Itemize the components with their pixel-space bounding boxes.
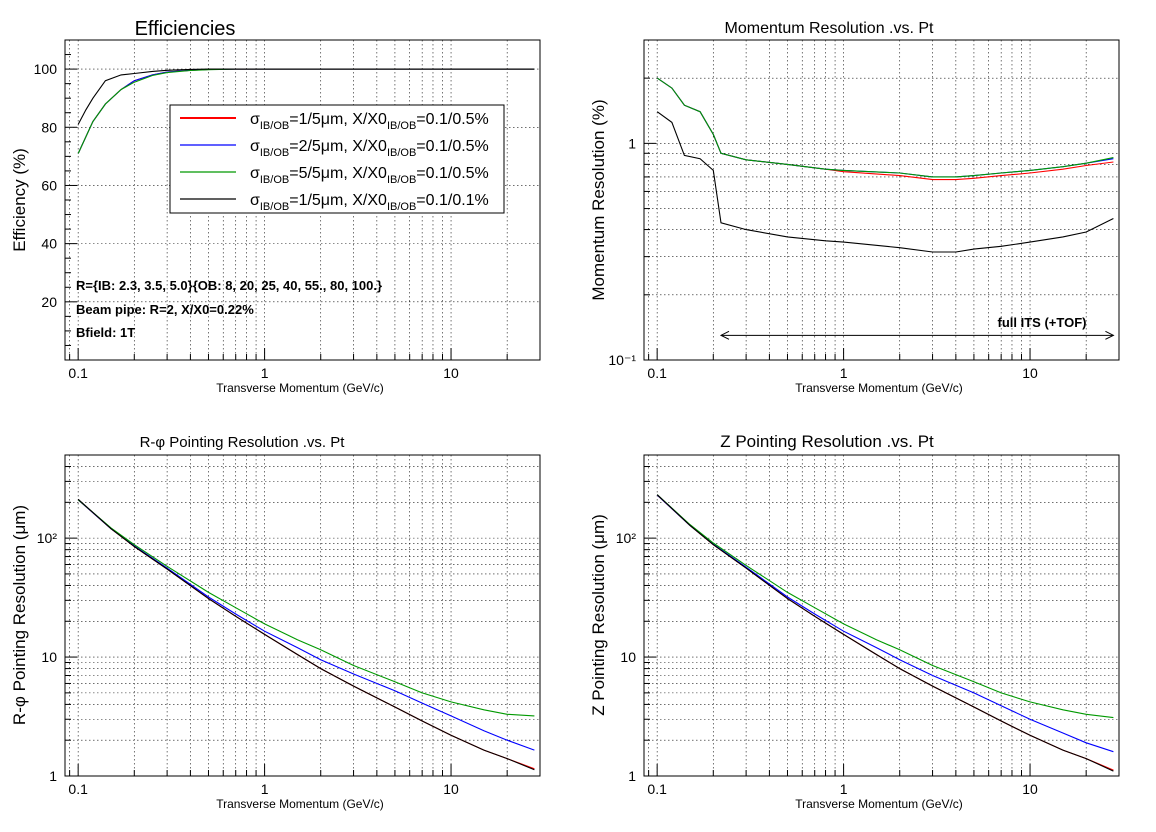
ylabel-rphi-pointing: R-φ Pointing Resolution (μm): [10, 505, 29, 725]
series-line-green: [656, 77, 1114, 178]
y-tick-label: 80: [41, 119, 57, 135]
plot-frame: [64, 39, 541, 361]
y-tick-label: 1: [628, 135, 636, 151]
x-tick-label: 1: [261, 365, 269, 381]
range-arrow-right-head: [1105, 330, 1115, 340]
ylabel-z-pointing: Z Pointing Resolution (μm): [589, 514, 608, 716]
y-tick-label: 60: [41, 177, 57, 193]
annotation-radii: R={IB: 2.3, 3.5, 5.0}{OB: 8, 20, 25, 40,…: [76, 278, 382, 293]
annotation-full-its: full ITS (+TOF): [998, 315, 1087, 330]
plot-frame: [64, 454, 541, 777]
legend: σIB/OB=1/5μm, X/X0IB/OB=0.1/0.5% σIB/OB=…: [169, 104, 505, 214]
y-tick-label: 100: [34, 61, 58, 77]
y-tick-label: 20: [41, 294, 57, 310]
series-line-blue: [656, 77, 1114, 178]
plot-frame: [643, 454, 1120, 777]
panel-momentum-resolution: Momentum Resolution .vs. Pt Momentum Res…: [589, 20, 1120, 395]
series-line-black: [77, 498, 535, 771]
annotation-bfield: Bfield: 1T: [76, 325, 135, 340]
panel-rphi-pointing: R-φ Pointing Resolution .vs. Pt R-φ Poin…: [10, 434, 541, 811]
x-tick-label: 10: [1022, 781, 1038, 797]
title-momentum-resolution: Momentum Resolution .vs. Pt: [725, 20, 935, 37]
series-line-red: [77, 499, 535, 770]
series-line-black: [77, 68, 535, 125]
x-tick-label: 0.1: [68, 365, 88, 381]
y-tick-label: 1: [49, 768, 57, 784]
marks-momentum-resolution: 0.1 1 10 10⁻¹ 1: [608, 39, 1120, 381]
x-tick-label: 1: [261, 781, 269, 797]
ylabel-momentum-resolution: Momentum Resolution (%): [589, 99, 608, 300]
x-tick-label: 0.1: [647, 365, 667, 381]
x-tick-label: 0.1: [68, 781, 88, 797]
panel-efficiencies: Efficiencies Efficiency (%) Transverse M…: [10, 18, 541, 395]
series-line-blue: [77, 499, 535, 751]
y-tick-label: 10²: [37, 530, 58, 546]
legend-label-3: σIB/OB=5/5μm, X/X0IB/OB=0.1/0.5%: [250, 165, 489, 186]
y-tick-label: 40: [41, 236, 57, 252]
x-tick-label: 0.1: [647, 781, 667, 797]
legend-box: [169, 104, 505, 214]
title-efficiencies: Efficiencies: [135, 18, 236, 40]
legend-label-4: σIB/OB=1/5μm, X/X0IB/OB=0.1/0.1%: [250, 192, 489, 213]
legend-entry-1: σIB/OB=1/5μm, X/X0IB/OB=0.1/0.5%: [180, 111, 489, 132]
y-tick-label: 10²: [616, 530, 637, 546]
series-line-green: [656, 494, 1114, 719]
xlabel-efficiencies: Transverse Momentum (GeV/c): [216, 381, 384, 395]
ylabel-efficiencies: Efficiency (%): [10, 148, 29, 252]
series-line-black: [656, 494, 1114, 772]
x-tick-label: 10: [1022, 365, 1038, 381]
legend-entry-4: σIB/OB=1/5μm, X/X0IB/OB=0.1/0.1%: [180, 192, 489, 213]
x-tick-label: 1: [840, 365, 848, 381]
series-line-blue: [656, 494, 1114, 753]
legend-entry-3: σIB/OB=5/5μm, X/X0IB/OB=0.1/0.5%: [180, 165, 489, 186]
annotation-beampipe: Beam pipe: R=2, X/X0=0.22%: [76, 302, 254, 317]
marks-rphi-pointing: 0.1 1 10 1 10 10²: [37, 454, 541, 797]
x-tick-label: 10: [443, 365, 459, 381]
y-tick-label: 1: [628, 768, 636, 784]
panel-z-pointing: Z Pointing Resolution .vs. Pt Z Pointing…: [589, 432, 1120, 811]
legend-entry-2: σIB/OB=2/5μm, X/X0IB/OB=0.1/0.5%: [180, 138, 489, 159]
title-rphi-pointing: R-φ Pointing Resolution .vs. Pt: [140, 434, 346, 451]
series-line-red: [656, 494, 1114, 771]
xlabel-momentum-resolution: Transverse Momentum (GeV/c): [795, 381, 963, 395]
x-tick-label: 1: [840, 781, 848, 797]
y-tick-label: 10⁻¹: [608, 352, 636, 368]
legend-label-2: σIB/OB=2/5μm, X/X0IB/OB=0.1/0.5%: [250, 138, 489, 159]
y-tick-label: 10: [41, 649, 57, 665]
xlabel-rphi-pointing: Transverse Momentum (GeV/c): [216, 797, 384, 811]
y-tick-label: 10: [620, 649, 636, 665]
plot-frame: [643, 39, 1120, 361]
legend-label-1: σIB/OB=1/5μm, X/X0IB/OB=0.1/0.5%: [250, 111, 489, 132]
series-line-black: [656, 111, 1114, 253]
marks-z-pointing: 0.1 1 10 1 10 10²: [616, 454, 1120, 797]
series-line-green: [77, 499, 535, 717]
range-arrow-left-head: [719, 330, 730, 340]
x-tick-label: 10: [443, 781, 459, 797]
xlabel-z-pointing: Transverse Momentum (GeV/c): [795, 797, 963, 811]
title-z-pointing: Z Pointing Resolution .vs. Pt: [720, 432, 934, 451]
